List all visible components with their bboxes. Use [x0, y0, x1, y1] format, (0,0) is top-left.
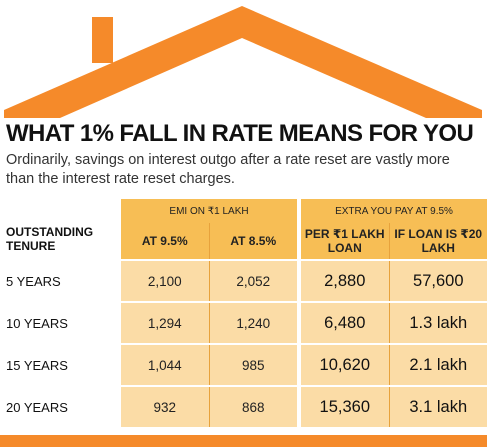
chimney-icon — [92, 17, 113, 63]
bottom-bar — [0, 435, 487, 447]
table-row: 15 YEARS 1,044 985 10,620 2.1 lakh — [0, 345, 487, 385]
table-cell: 10,620 — [301, 345, 390, 385]
page-title: WHAT 1% FALL IN RATE MEANS FOR YOU — [6, 120, 474, 147]
table-cell: 2,100 — [121, 261, 209, 301]
page-subtitle: Ordinarily, savings on interest outgo af… — [6, 152, 450, 187]
column-header: PER ₹1 LAKH LOAN — [301, 223, 390, 259]
row-label: 20 YEARS — [0, 387, 117, 427]
row-label: 5 YEARS — [0, 261, 117, 301]
column-group-header: EMI ON ₹1 LAKH — [121, 199, 298, 223]
table-cell: 2,880 — [301, 261, 390, 301]
table-cell: 1,044 — [121, 345, 209, 385]
column-header: AT 9.5% — [121, 223, 209, 259]
house-roof-graphic — [4, 6, 482, 118]
table-cell: 2,052 — [208, 261, 298, 301]
table-cell: 6,480 — [301, 303, 390, 343]
column-header: IF LOAN IS ₹20 LAKH — [388, 223, 487, 259]
row-label: 15 YEARS — [0, 345, 117, 385]
table-row: 10 YEARS 1,294 1,240 6,480 1.3 lakh — [0, 303, 487, 343]
table-cell: 868 — [208, 387, 298, 427]
row-header: OUTSTANDING TENURE — [0, 199, 117, 259]
table-cell: 57,600 — [388, 261, 487, 301]
column-group-header: EXTRA YOU PAY AT 9.5% — [301, 199, 487, 223]
data-table: OUTSTANDING TENURE EMI ON ₹1 LAKH EXTRA … — [0, 199, 487, 427]
row-label: 10 YEARS — [0, 303, 117, 343]
table-cell: 15,360 — [301, 387, 390, 427]
roof-inner-icon — [60, 38, 426, 118]
table-cell: 1.3 lakh — [388, 303, 487, 343]
table-cell: 1,294 — [121, 303, 209, 343]
table-cell: 1,240 — [208, 303, 298, 343]
table-row: 20 YEARS 932 868 15,360 3.1 lakh — [0, 387, 487, 427]
table-cell: 3.1 lakh — [388, 387, 487, 427]
column-header: AT 8.5% — [208, 223, 298, 259]
table-cell: 985 — [208, 345, 298, 385]
table-cell: 932 — [121, 387, 209, 427]
table-cell: 2.1 lakh — [388, 345, 487, 385]
table-row: 5 YEARS 2,100 2,052 2,880 57,600 — [0, 261, 487, 301]
